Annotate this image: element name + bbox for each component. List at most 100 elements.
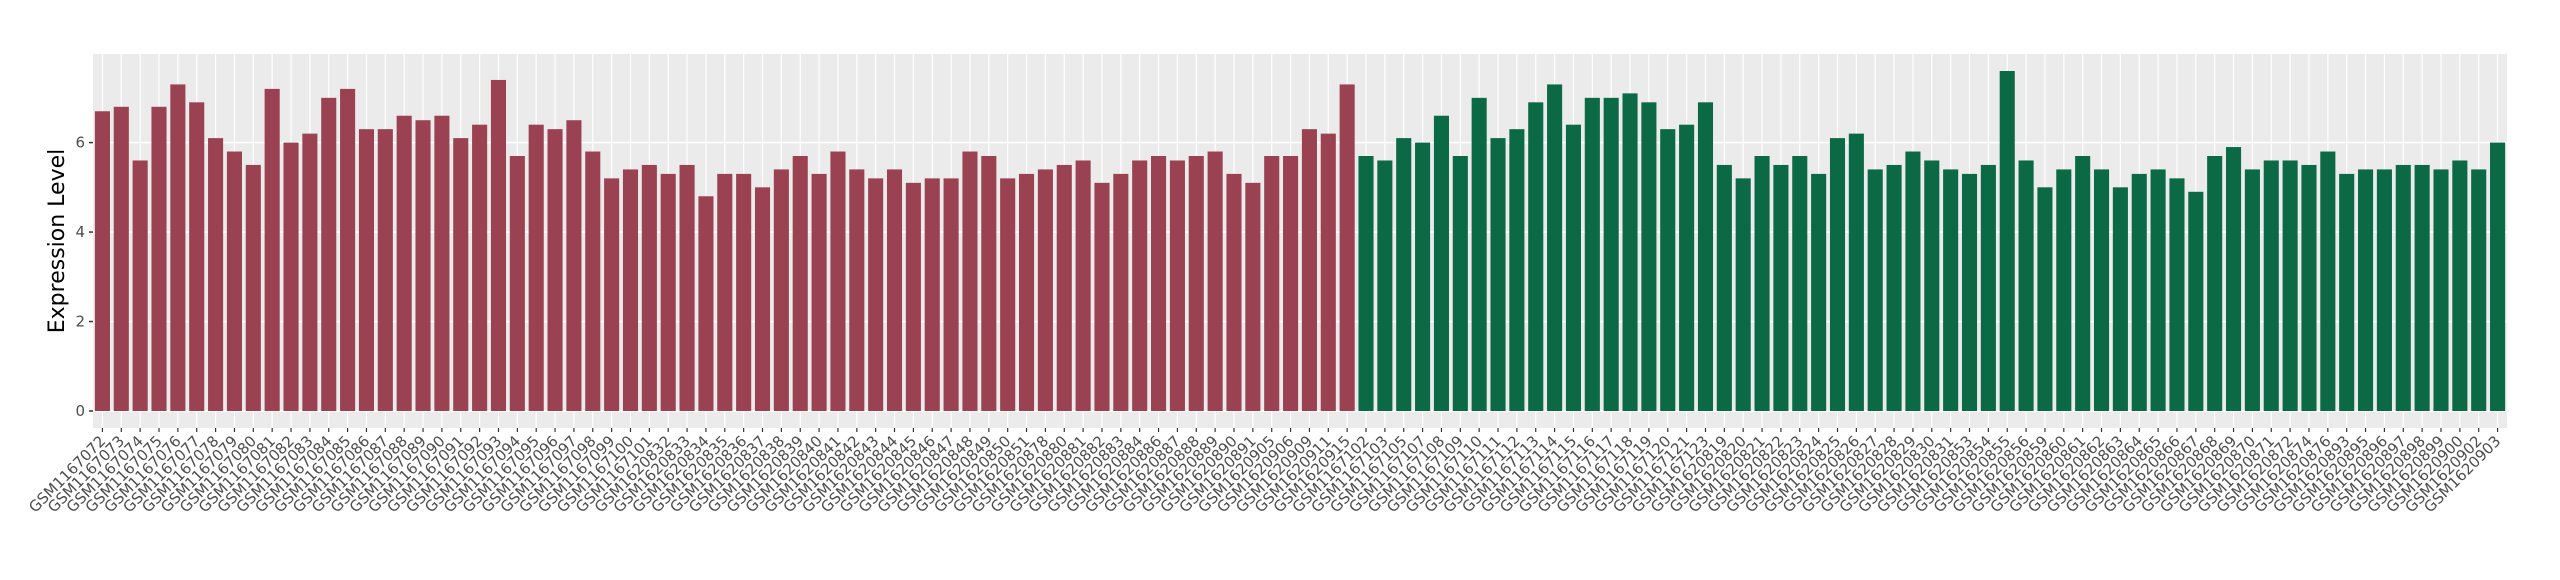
bar (679, 164, 695, 411)
bar (754, 187, 771, 411)
bar (1075, 160, 1091, 411)
bar (321, 97, 337, 411)
bar (1811, 173, 1827, 411)
bar (1433, 115, 1449, 411)
bar (2414, 164, 2430, 411)
y-tick-label: 0 (75, 402, 85, 420)
bar (905, 182, 921, 411)
bar (1226, 173, 1242, 411)
bar (2207, 156, 2223, 411)
bar (1603, 97, 1619, 411)
bar (736, 173, 752, 411)
bar (170, 84, 186, 411)
bar (1584, 97, 1600, 411)
bar (566, 120, 582, 412)
bar (1000, 178, 1016, 411)
bar (585, 151, 601, 412)
bar (1565, 124, 1582, 412)
bar (1509, 129, 1525, 411)
bar (1264, 156, 1280, 411)
bar (1396, 138, 1412, 411)
bar (547, 129, 563, 411)
bar (604, 178, 620, 411)
bar (2056, 169, 2072, 411)
y-tick-label: 2 (75, 313, 85, 331)
bar (1943, 169, 1959, 411)
bar (377, 129, 393, 411)
bar (528, 124, 544, 412)
bar (226, 151, 242, 412)
bar (2376, 169, 2392, 411)
bar (2490, 142, 2506, 411)
bar (283, 142, 299, 411)
bar (943, 178, 959, 411)
y-tick-label: 4 (75, 223, 85, 241)
bar (1283, 156, 1299, 411)
bar (1169, 160, 1185, 411)
bar (453, 138, 469, 411)
bar (660, 173, 676, 411)
bar (1980, 164, 1996, 411)
bar (1188, 156, 1204, 411)
y-tick-label: 6 (75, 134, 85, 152)
bar (2452, 160, 2468, 411)
bar (886, 169, 903, 411)
bar (340, 88, 356, 411)
bar (490, 79, 507, 412)
bar (509, 156, 525, 411)
bar (962, 151, 978, 412)
bar (1056, 164, 1072, 411)
bar (1452, 156, 1468, 411)
bar (1415, 142, 1431, 411)
bar (396, 115, 412, 411)
bar (2093, 169, 2110, 411)
bar (622, 169, 639, 411)
bar (1018, 173, 1035, 411)
bar (641, 164, 657, 411)
bar (264, 88, 280, 411)
bar (2339, 173, 2355, 411)
bar (1471, 97, 1487, 411)
bar (1132, 160, 1148, 411)
bar (1867, 169, 1883, 411)
bar (1641, 102, 1657, 411)
bar (849, 169, 865, 411)
bar (1301, 129, 1317, 411)
bar (1245, 182, 1261, 411)
bar (717, 173, 733, 411)
bar (472, 124, 488, 412)
bar (1999, 71, 2015, 411)
bar (2282, 160, 2298, 411)
bar (2075, 156, 2091, 411)
bar (2244, 169, 2260, 411)
bar (2188, 191, 2204, 411)
bar (773, 169, 789, 411)
bar (2395, 164, 2411, 411)
bar (1679, 124, 1695, 412)
bar (1848, 133, 1864, 411)
bar (1528, 102, 1544, 411)
bar (1339, 84, 1355, 411)
bar (868, 178, 884, 411)
bar (1037, 169, 1053, 411)
bar (1924, 160, 1940, 411)
bar (1773, 164, 1789, 411)
bar (1320, 133, 1336, 411)
y-axis-label: Expression Level (45, 149, 70, 334)
bar (830, 151, 846, 412)
bar (1207, 151, 1223, 412)
bar (1358, 156, 1374, 411)
bar (1961, 173, 1978, 411)
bar (1151, 156, 1167, 411)
bar (94, 111, 110, 412)
bar (1716, 164, 1732, 411)
bar (792, 156, 808, 411)
bar (415, 120, 431, 412)
bar (2131, 173, 2147, 411)
bar (1547, 84, 1563, 411)
bar (132, 160, 148, 411)
bar (2112, 187, 2128, 411)
bar (208, 138, 224, 411)
bar (2320, 151, 2336, 412)
